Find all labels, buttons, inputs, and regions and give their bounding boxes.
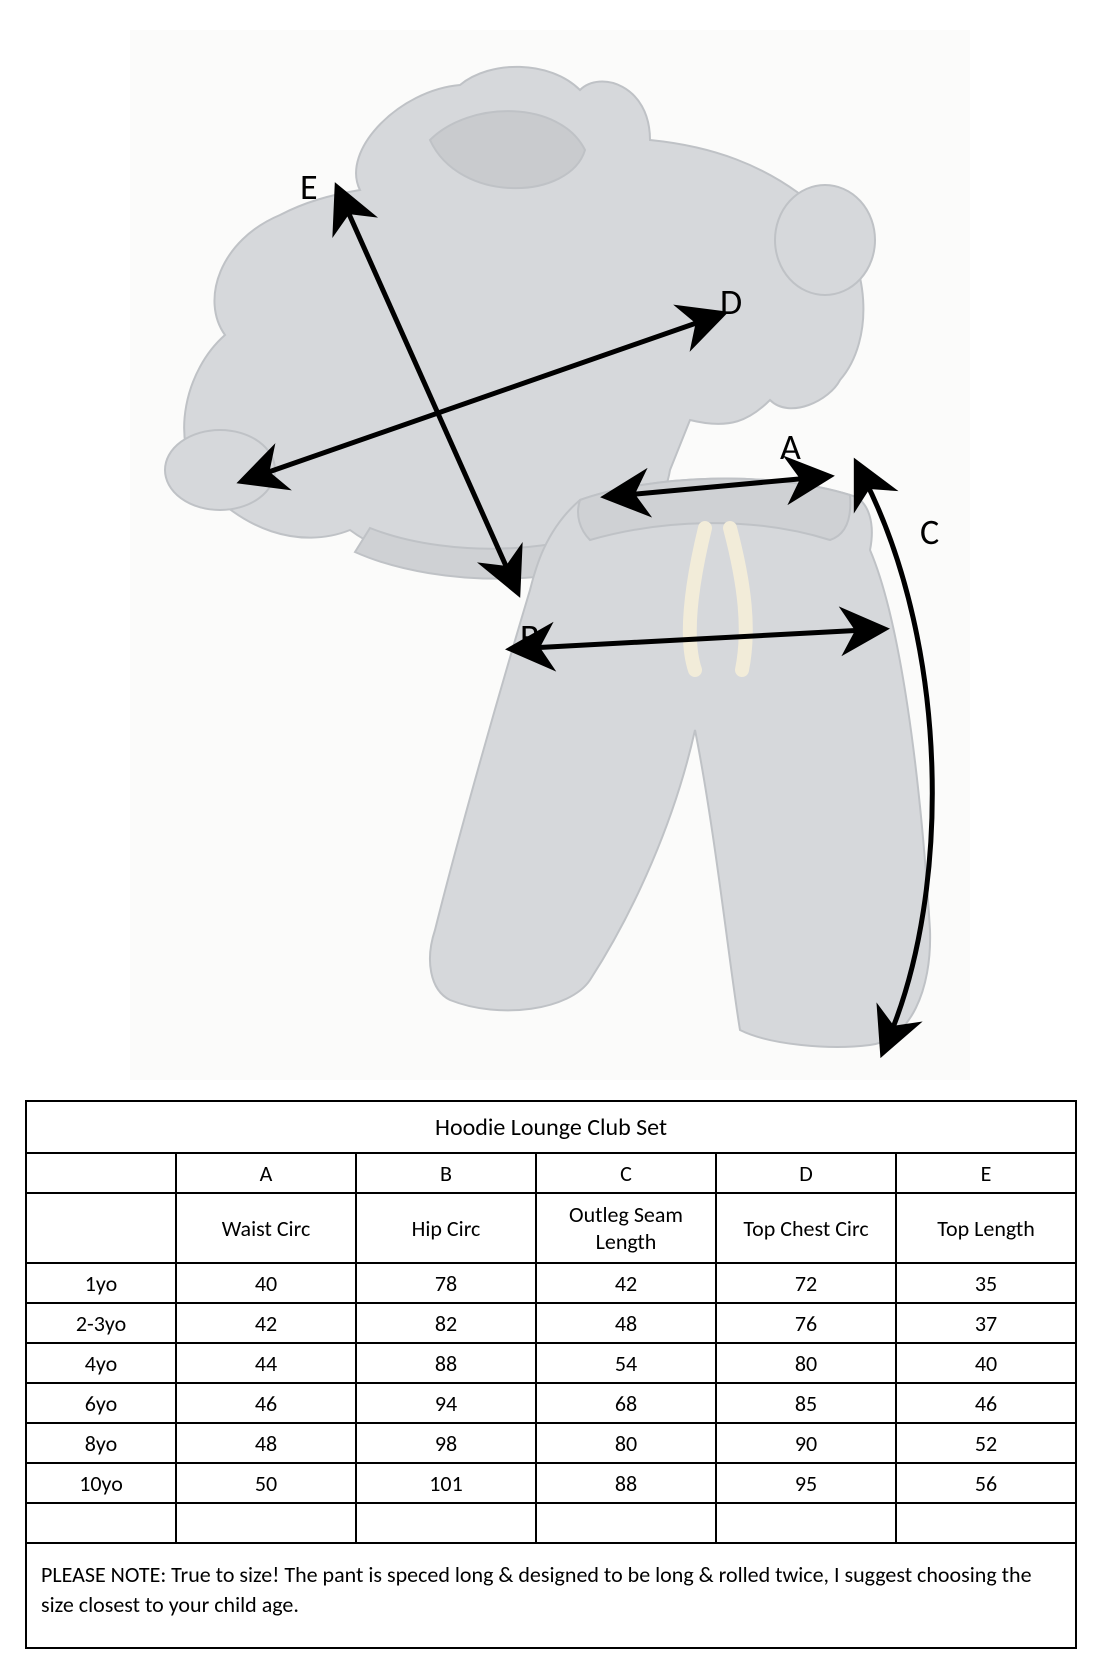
row-label: 4yo bbox=[26, 1343, 176, 1383]
cell: 35 bbox=[896, 1263, 1076, 1303]
row-label: 10yo bbox=[26, 1463, 176, 1503]
cell: 78 bbox=[356, 1263, 536, 1303]
blank-cell bbox=[26, 1153, 176, 1193]
empty-row bbox=[26, 1503, 1076, 1543]
cell: 50 bbox=[176, 1463, 356, 1503]
cell: 88 bbox=[536, 1463, 716, 1503]
row-label: 2-3yo bbox=[26, 1303, 176, 1343]
cell: 88 bbox=[356, 1343, 536, 1383]
cell: 76 bbox=[716, 1303, 896, 1343]
note-row: PLEASE NOTE: True to size! The pant is s… bbox=[26, 1543, 1076, 1648]
cell: 40 bbox=[176, 1263, 356, 1303]
cell: 52 bbox=[896, 1423, 1076, 1463]
col-letter: C bbox=[536, 1153, 716, 1193]
col-label: Top Chest Circ bbox=[716, 1193, 896, 1263]
size-chart-page: E D A C B Hoodie Lounge Club Set A B C D… bbox=[0, 0, 1100, 1680]
col-label: Top Length bbox=[896, 1193, 1076, 1263]
col-letter: A bbox=[176, 1153, 356, 1193]
cell: 82 bbox=[356, 1303, 536, 1343]
cell: 85 bbox=[716, 1383, 896, 1423]
dim-label-a: A bbox=[780, 425, 801, 469]
dim-label-b: B bbox=[520, 615, 540, 659]
cell: 90 bbox=[716, 1423, 896, 1463]
cell: 98 bbox=[356, 1423, 536, 1463]
title-row: Hoodie Lounge Club Set bbox=[26, 1101, 1076, 1153]
cell: 42 bbox=[176, 1303, 356, 1343]
cell: 44 bbox=[176, 1343, 356, 1383]
col-letter: B bbox=[356, 1153, 536, 1193]
row-label: 6yo bbox=[26, 1383, 176, 1423]
cell: 94 bbox=[356, 1383, 536, 1423]
table-row: 1yo 40 78 42 72 35 bbox=[26, 1263, 1076, 1303]
cell: 80 bbox=[716, 1343, 896, 1383]
col-label: Hip Circ bbox=[356, 1193, 536, 1263]
table-title: Hoodie Lounge Club Set bbox=[26, 1101, 1076, 1153]
label-header-row: Waist Circ Hip Circ Outleg Seam Length T… bbox=[26, 1193, 1076, 1263]
cell: 95 bbox=[716, 1463, 896, 1503]
table-row: 4yo 44 88 54 80 40 bbox=[26, 1343, 1076, 1383]
col-label: Waist Circ bbox=[176, 1193, 356, 1263]
cell: 37 bbox=[896, 1303, 1076, 1343]
size-table: Hoodie Lounge Club Set A B C D E Waist C… bbox=[25, 1100, 1077, 1649]
table-row: 8yo 48 98 80 90 52 bbox=[26, 1423, 1076, 1463]
row-label: 1yo bbox=[26, 1263, 176, 1303]
cell: 101 bbox=[356, 1463, 536, 1503]
col-label: Outleg Seam Length bbox=[536, 1193, 716, 1263]
garment-diagram: E D A C B bbox=[130, 30, 970, 1080]
cell: 54 bbox=[536, 1343, 716, 1383]
dim-label-c: C bbox=[920, 510, 939, 554]
cell: 46 bbox=[896, 1383, 1076, 1423]
dim-label-d: D bbox=[720, 280, 742, 324]
cell: 56 bbox=[896, 1463, 1076, 1503]
cell: 80 bbox=[536, 1423, 716, 1463]
col-letter: D bbox=[716, 1153, 896, 1193]
cell: 46 bbox=[176, 1383, 356, 1423]
dim-label-e: E bbox=[300, 165, 318, 209]
garment-svg bbox=[130, 30, 970, 1080]
table-row: 2-3yo 42 82 48 76 37 bbox=[26, 1303, 1076, 1343]
cell: 42 bbox=[536, 1263, 716, 1303]
cell: 48 bbox=[536, 1303, 716, 1343]
size-table-container: Hoodie Lounge Club Set A B C D E Waist C… bbox=[25, 1100, 1075, 1649]
table-row: 10yo 50 101 88 95 56 bbox=[26, 1463, 1076, 1503]
cell: 40 bbox=[896, 1343, 1076, 1383]
letter-header-row: A B C D E bbox=[26, 1153, 1076, 1193]
table-row: 6yo 46 94 68 85 46 bbox=[26, 1383, 1076, 1423]
sizing-note: PLEASE NOTE: True to size! The pant is s… bbox=[26, 1543, 1076, 1648]
cell: 68 bbox=[536, 1383, 716, 1423]
blank-cell bbox=[26, 1193, 176, 1263]
cell: 48 bbox=[176, 1423, 356, 1463]
cell: 72 bbox=[716, 1263, 896, 1303]
row-label: 8yo bbox=[26, 1423, 176, 1463]
col-letter: E bbox=[896, 1153, 1076, 1193]
